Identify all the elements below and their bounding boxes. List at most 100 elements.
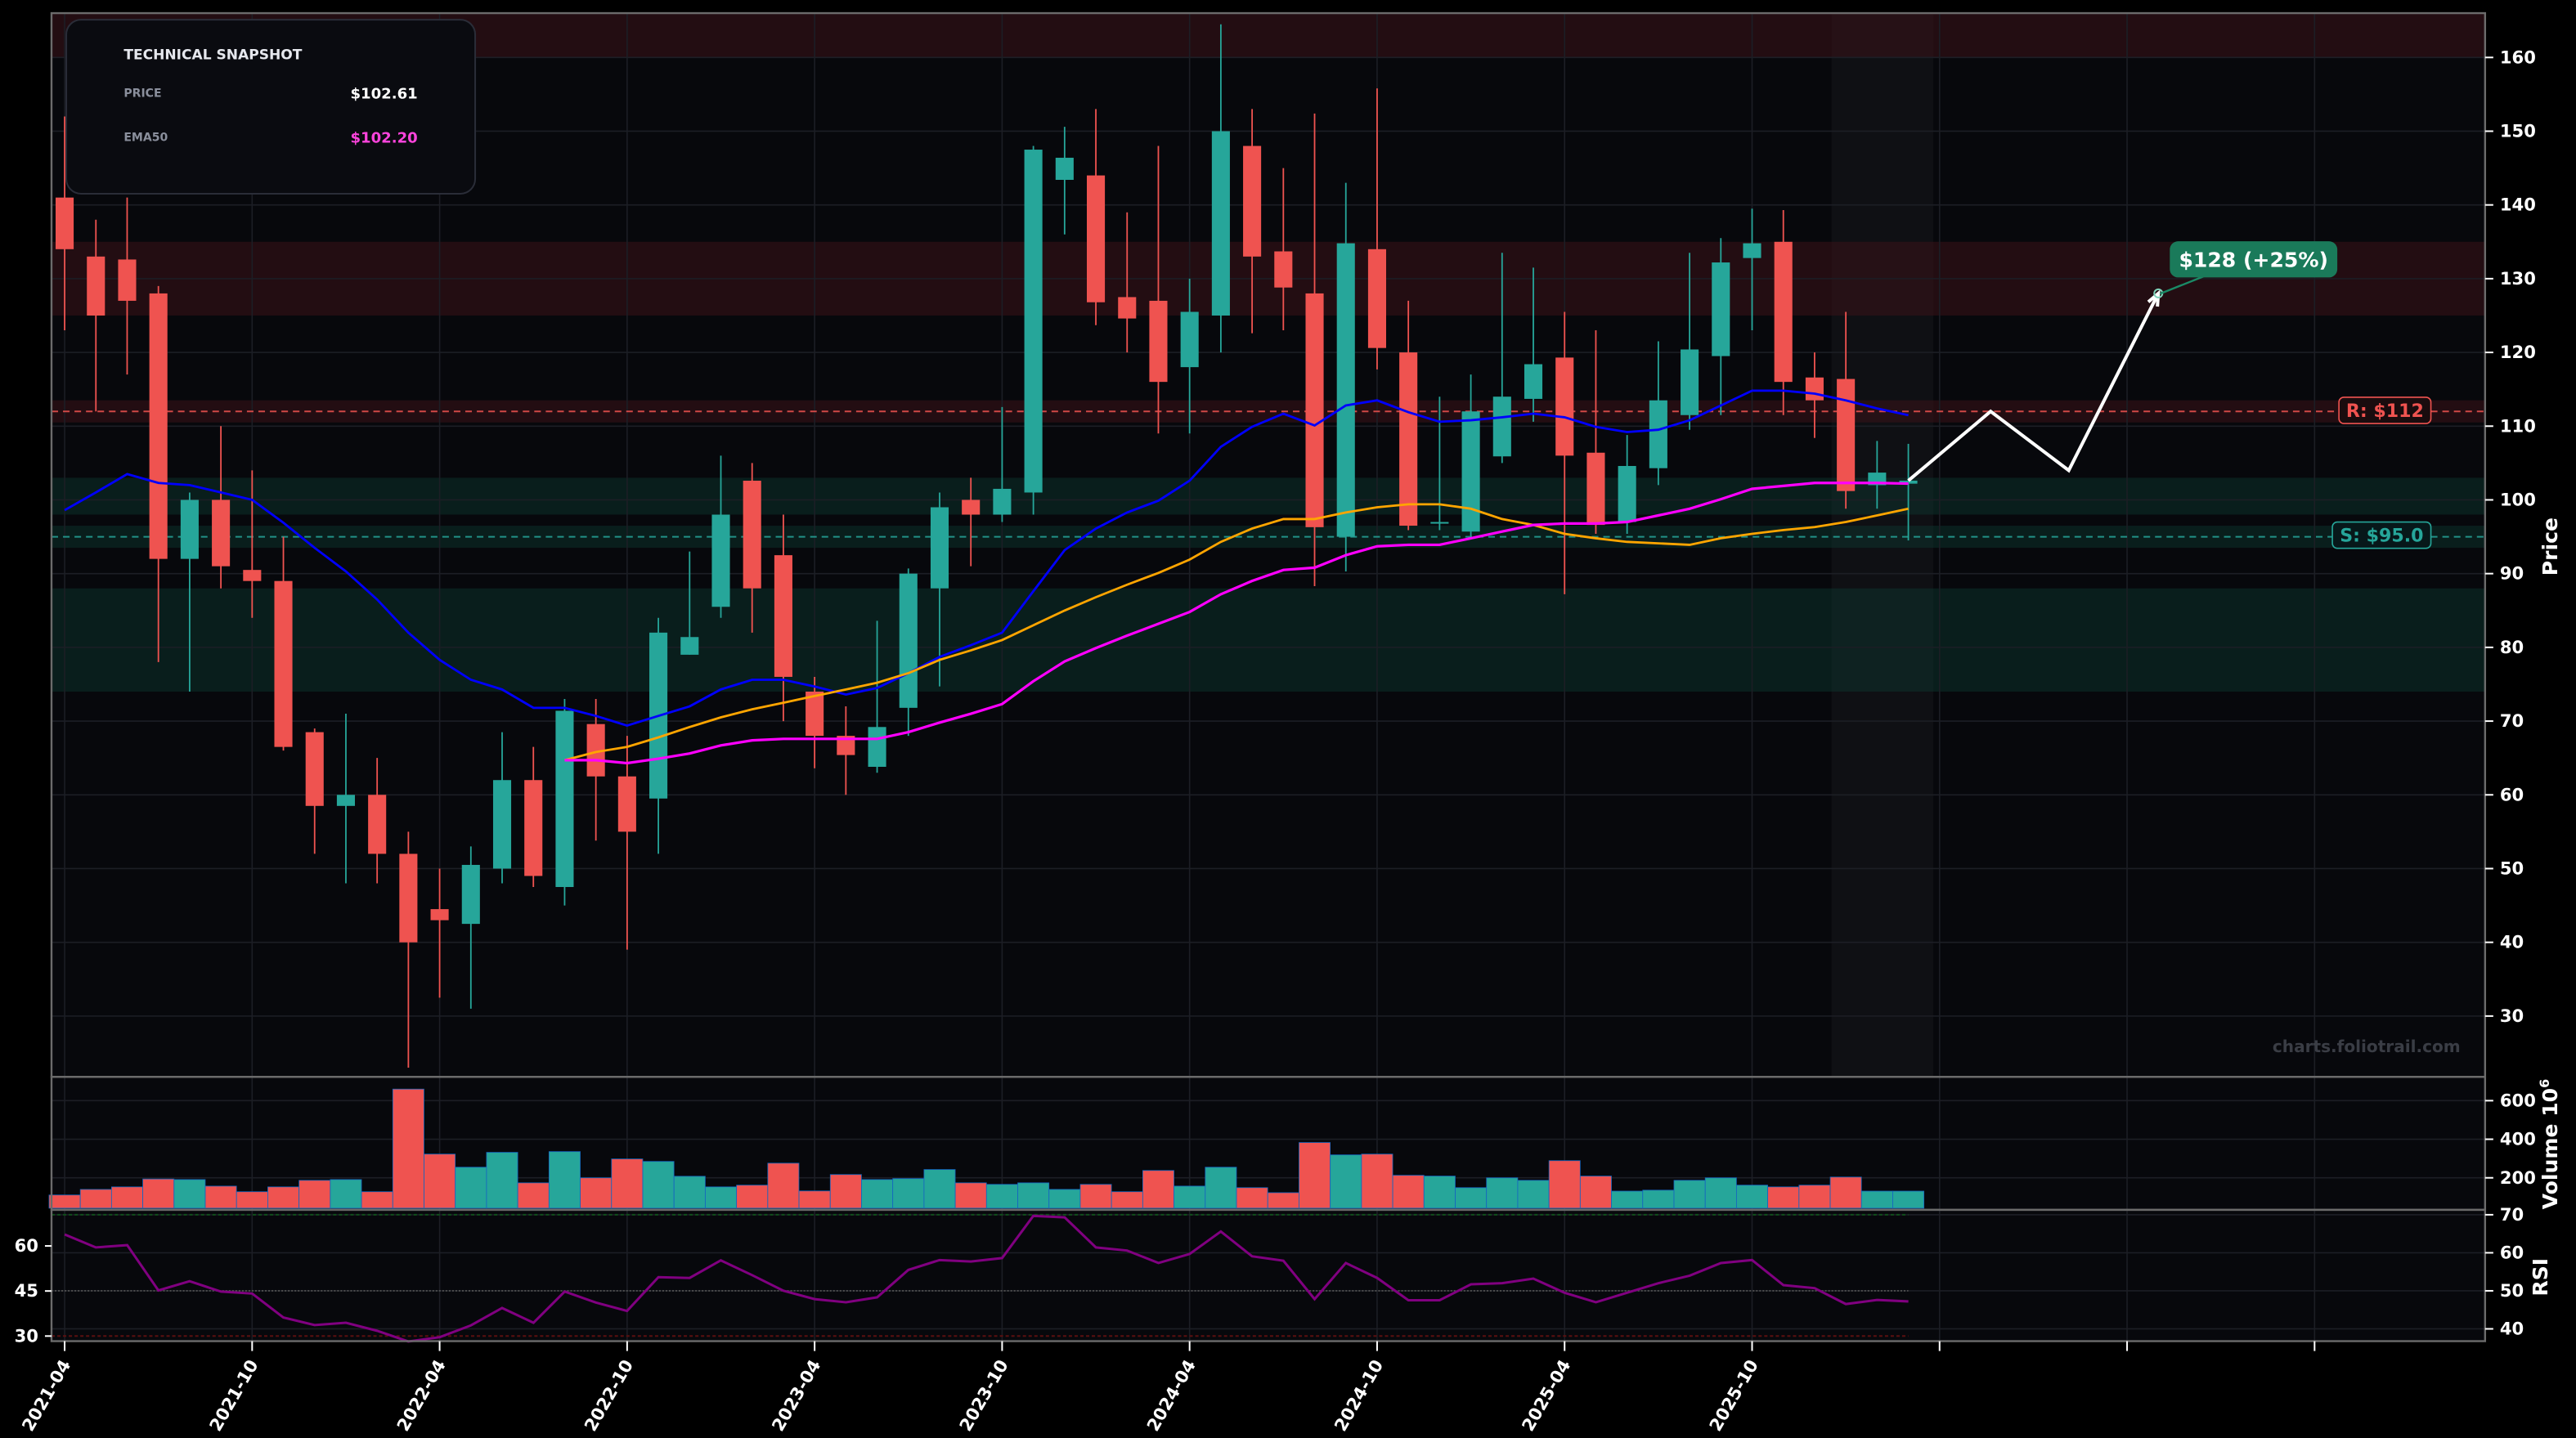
volume-bar — [705, 1186, 737, 1209]
candle-body-up — [336, 795, 355, 806]
candle-body-down — [118, 259, 137, 301]
price-tick-label: 60 — [2500, 784, 2524, 804]
candle-body-down — [1837, 379, 1856, 491]
candle-body-up — [1024, 150, 1043, 493]
candle-body-up — [180, 499, 199, 559]
volume-bar — [1017, 1182, 1050, 1209]
candle-body-down — [243, 570, 262, 581]
rsi-panel-frame — [50, 1208, 2487, 1342]
volume-axis-title: Volume 106 — [2537, 1079, 2562, 1210]
volume-bar — [1267, 1192, 1299, 1209]
candle-body-down — [1243, 146, 1262, 257]
volume-bar — [1111, 1191, 1143, 1209]
candle-body-up — [1681, 349, 1699, 415]
price-tick-label: 40 — [2500, 932, 2524, 952]
candle-body-down — [274, 580, 293, 747]
rsi-left-tick-label: 30 — [15, 1325, 38, 1346]
volume-bar — [580, 1177, 613, 1209]
candle-body-down — [524, 780, 543, 876]
candle-body-up — [868, 727, 886, 767]
volume-tick-label: 200 — [2500, 1167, 2536, 1188]
volume-unit: 10 — [2538, 1088, 2562, 1117]
volume-bar — [985, 1184, 1018, 1209]
volume-bar — [236, 1191, 268, 1209]
plot-background — [51, 13, 2485, 1342]
volume-bar — [1829, 1176, 1862, 1209]
candle-body-down — [87, 256, 105, 316]
target-box — [2170, 241, 2338, 278]
candle-body-down — [1805, 377, 1824, 401]
volume-bar — [1392, 1175, 1425, 1209]
volume-tick-label: 400 — [2500, 1129, 2536, 1149]
volume-bar — [798, 1190, 831, 1209]
volume-bar — [1548, 1160, 1581, 1209]
support-zone — [51, 477, 2485, 515]
volume-bar — [1299, 1142, 1331, 1209]
candle-body-down — [774, 555, 792, 677]
candle-body-down — [1305, 293, 1324, 527]
volume-bar — [517, 1182, 550, 1209]
price-tick-label: 30 — [2500, 1006, 2524, 1026]
candle-body-down — [1274, 251, 1293, 288]
candle-body-up — [1524, 364, 1543, 399]
ema50-value: $102.20 — [350, 130, 417, 147]
target-callout: $128 (+25%) — [2159, 241, 2338, 295]
volume-bar — [392, 1088, 424, 1209]
candle-body-down — [149, 293, 168, 559]
time-tick-label: 2022-10 — [580, 1356, 637, 1435]
time-tick-label: 2024-10 — [1330, 1356, 1387, 1435]
volume-bar — [829, 1174, 862, 1209]
candlestick-series — [56, 24, 1918, 1068]
volume-tick-label: 600 — [2500, 1090, 2536, 1110]
candle-body-up — [1712, 262, 1730, 356]
volume-bar — [486, 1152, 518, 1209]
volume-bar — [767, 1162, 800, 1209]
candle-body-up — [930, 507, 949, 589]
candle-body-down — [368, 795, 387, 854]
candle-body-up — [1430, 522, 1449, 524]
candle-body-down — [1555, 357, 1574, 456]
volume-bars — [48, 1088, 1925, 1209]
volume-bar — [1736, 1185, 1768, 1209]
support-label: S: $95.0 — [2331, 521, 2432, 549]
rsi-axis-title: RSI — [2529, 1258, 2552, 1297]
volume-bar — [1579, 1176, 1612, 1209]
price-tick-label: 70 — [2500, 710, 2524, 731]
ema-lines — [64, 389, 1909, 765]
support-resistance-lines — [51, 410, 2485, 538]
volume-bar — [861, 1179, 894, 1209]
ema50-label: EMA50 — [123, 132, 168, 145]
resistance-label-text: R: $112 — [2346, 401, 2424, 422]
volume-bar — [1048, 1189, 1081, 1209]
volume-bar — [1704, 1177, 1737, 1209]
candle-body-down — [305, 732, 324, 806]
volume-bar — [1455, 1187, 1488, 1209]
candle-body-up — [1743, 243, 1761, 258]
time-tick-label: 2021-10 — [205, 1356, 263, 1435]
candle-body-down — [586, 723, 605, 777]
forecast-arrowhead — [2147, 289, 2161, 307]
ema50-line — [564, 482, 1909, 765]
candle-body-down — [1087, 175, 1106, 302]
volume-bar — [79, 1189, 112, 1209]
volume-bar — [1673, 1180, 1706, 1209]
volume-bar — [923, 1169, 956, 1209]
candle-body-up — [711, 514, 730, 607]
price-tick-label: 110 — [2500, 415, 2536, 436]
volume-bar — [48, 1194, 81, 1209]
price-tick-label: 100 — [2500, 490, 2536, 510]
volume-bar — [954, 1182, 987, 1209]
price-tick-label: 120 — [2500, 342, 2536, 362]
candle-body-down — [962, 499, 981, 515]
price-tick-label: 140 — [2500, 195, 2536, 215]
time-tick-label: 2024-04 — [1142, 1356, 1200, 1435]
candle-body-up — [1649, 400, 1667, 468]
volume-bar — [673, 1176, 706, 1209]
candle-body-down — [430, 909, 449, 921]
volume-bar — [892, 1178, 925, 1209]
volume-bar — [1174, 1185, 1206, 1209]
background — [51, 13, 2485, 1342]
snapshot-title: TECHNICAL SNAPSHOT — [123, 47, 302, 63]
candle-body-down — [806, 691, 824, 737]
